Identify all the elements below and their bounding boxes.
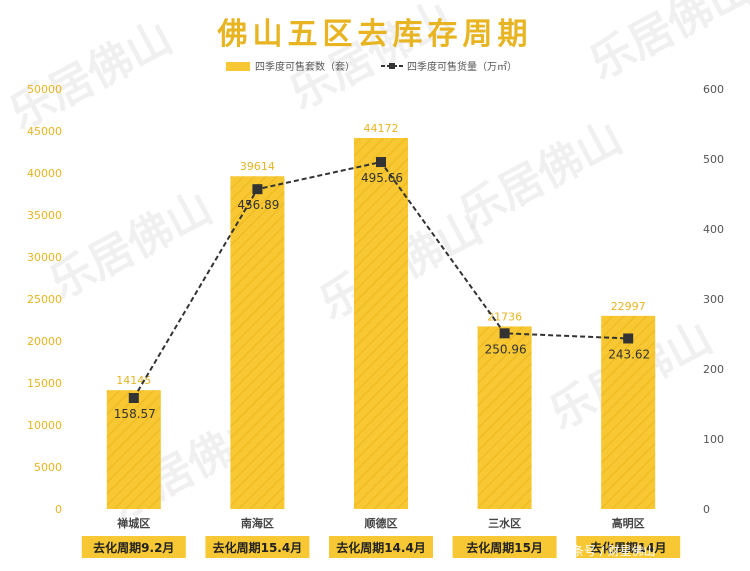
y-left-tick-label: 25000 [27,293,62,306]
legend: 四季度可售套数（套） 四季度可售货量（万㎡） [226,60,517,73]
period-badge [329,536,433,558]
watermark-text: 乐居佛山 [451,112,630,240]
line-value-label: 158.57 [114,407,156,421]
period-label: 去化周期15月 [466,540,543,555]
y-right-tick-label: 100 [703,433,724,446]
y-right-tick-label: 0 [703,503,710,516]
legend-line-label: 四季度可售货量（万㎡） [407,60,517,73]
bar-value-label: 44172 [364,122,399,135]
line-value-label: 250.96 [485,342,527,356]
bar [354,137,408,509]
line-series: 158.57 456.89 495.66 250.96 243.62 [114,157,650,421]
line-value-label: 495.66 [361,171,403,185]
y-right-tick-label: 600 [703,83,724,96]
line-marker [623,333,634,344]
y-right-tick-label: 500 [703,153,724,166]
y-right-tick-label: 400 [703,223,724,236]
category-label: 禅城区 [116,516,150,530]
y-left-tick-label: 0 [55,503,62,516]
bar [230,176,285,509]
period-badge [205,536,310,558]
y-left-tick-label: 30000 [27,251,62,264]
y-left-tick-label: 20000 [27,335,62,348]
period-label: 去化周期9.2月 [93,540,174,555]
period-badge [452,536,557,558]
category-label: 顺德区 [365,516,398,530]
y-axis-right: 0 100 200 300 400 500 600 [703,83,724,516]
watermark-text: 乐居佛山 [41,182,220,310]
period-badge [576,536,681,558]
y-left-tick-label: 15000 [27,377,62,390]
bar-value-label: 39614 [240,160,275,173]
period-label: 去化周期15.4月 [213,540,303,555]
bar [477,326,532,509]
y-left-tick-label: 35000 [27,209,62,222]
y-right-tick-label: 300 [703,293,724,306]
bar [601,315,656,509]
chart-title: 佛山五区去库存周期 [217,17,533,52]
category-label: 高明区 [612,516,645,530]
y-axis-left: 0 5000 10000 15000 20000 25000 30000 35000 40000… [27,83,62,516]
legend-line-marker [389,63,395,69]
bar-value-label: 21736 [487,310,522,323]
line-marker [376,157,386,168]
bar [106,390,161,509]
period-label: 去化周期14月 [590,540,667,555]
category-axis: 禅城区 南海区 顺德区 三水区 高明区 [116,516,644,530]
footer-watermark: 头条号 / 财星佛山 [560,544,656,558]
y-left-tick-label: 10000 [27,419,62,432]
period-badge [81,536,186,558]
line-value-label: 243.62 [608,347,650,361]
period-label: 去化周期14.4月 [336,540,426,555]
watermark-text: 乐居佛山 [1,12,180,140]
line-marker [128,393,139,404]
category-label: 三水区 [488,516,521,530]
watermark-text: 乐居佛山 [581,0,750,90]
y-left-tick-label: 45000 [27,125,62,138]
y-left-tick-label: 50000 [27,83,62,96]
y-left-tick-label: 5000 [34,461,62,474]
legend-bar-label: 四季度可售套数（套） [255,60,355,73]
period-badges: 去化周期9.2月 去化周期15.4月 去化周期14.4月 去化周期15月 去化周期14月 [81,536,681,558]
line-marker [499,328,510,339]
line-value-label: 456.89 [237,198,279,212]
legend-bar-swatch [226,62,250,71]
line-marker [252,184,263,195]
y-left-tick-label: 40000 [27,167,62,180]
y-right-tick-label: 200 [703,363,724,376]
category-label: 南海区 [241,516,274,530]
bar-value-label: 22997 [611,300,646,313]
